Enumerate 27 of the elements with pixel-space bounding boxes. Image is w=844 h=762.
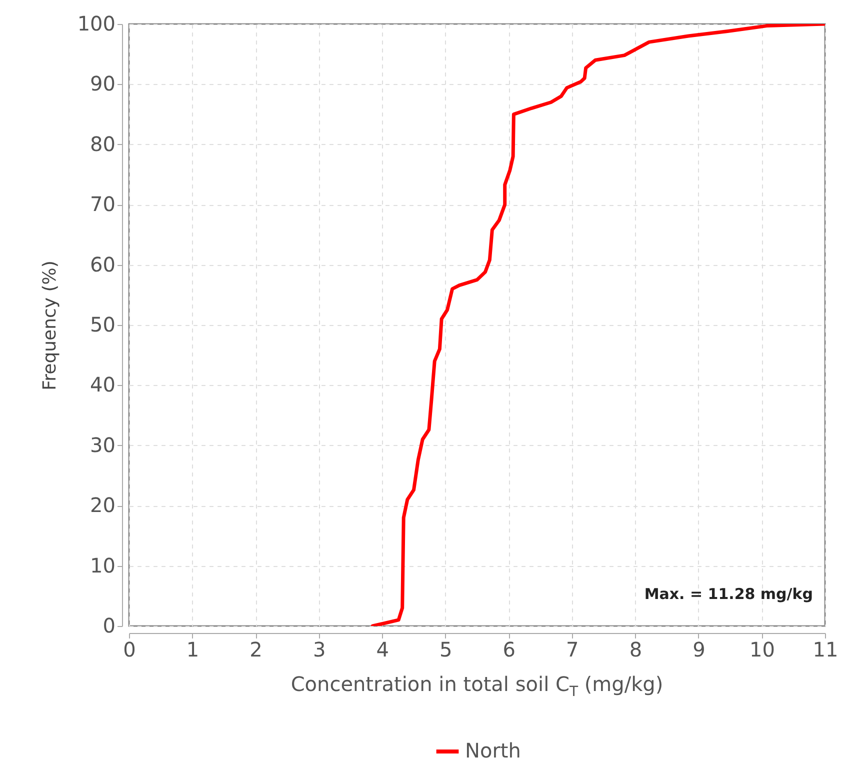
y-tick-label: 20 [90, 493, 116, 518]
y-tick-label: 40 [90, 372, 116, 397]
x-tick-label: 3 [312, 638, 326, 662]
y-tick-label: 70 [90, 192, 116, 216]
annotation: Max. = 11.28 mg/kg [644, 585, 813, 603]
y-tick-label: 50 [90, 312, 116, 336]
y-tick-label: 30 [90, 432, 116, 457]
x-tick-label: 10 [750, 638, 775, 662]
x-tick-label: 8 [629, 638, 642, 662]
x-tick-label: 2 [250, 638, 262, 662]
x-tick-label: 6 [502, 638, 516, 662]
x-tick-label: 11 [812, 638, 838, 662]
x-tick-label: 0 [123, 638, 136, 662]
x-tick-label: 7 [566, 638, 579, 662]
y-tick-label: 100 [77, 12, 116, 36]
x-tick-label: 1 [186, 638, 200, 662]
y-tick-label: 0 [102, 614, 116, 638]
x-tick-label: 5 [439, 638, 452, 662]
x-tick-label: 9 [692, 638, 706, 662]
legend-label: North [465, 738, 521, 762]
y-tick-label: 10 [90, 553, 116, 578]
y-axis-title: Frequency (%) [39, 260, 60, 390]
y-tick-label: 60 [90, 252, 116, 276]
x-tick-label: 4 [376, 638, 389, 662]
y-tick-label: 80 [90, 132, 116, 156]
y-tick-label: 90 [90, 72, 116, 96]
x-axis-title: Concentration in total soil C$_{T}$ (mg/kg) [290, 672, 664, 700]
